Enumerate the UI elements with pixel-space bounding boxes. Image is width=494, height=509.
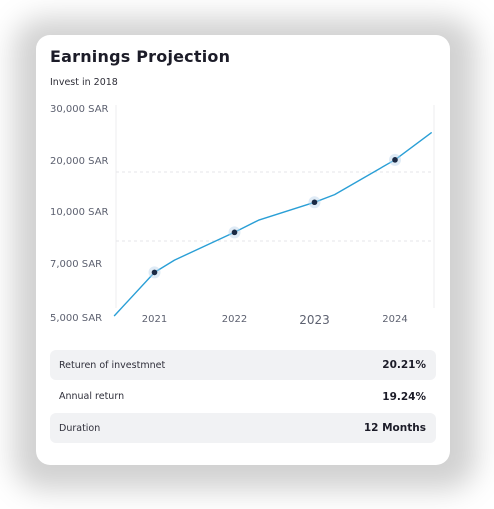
data-point (151, 269, 158, 276)
x-tick-label: 2024 (382, 314, 407, 325)
y-tick-label: 30,000 SAR (50, 104, 109, 115)
earnings-card: Earnings Projection Invest in 2018 5,000… (36, 35, 450, 465)
y-tick-label: 10,000 SAR (50, 207, 109, 218)
x-tick-label: 2022 (222, 314, 247, 325)
data-point (311, 199, 318, 206)
series-line-0 (113, 132, 432, 317)
duration-value: 12 Months (363, 422, 426, 434)
x-tick-label: 2023 (299, 313, 330, 327)
y-tick-label: 7,000 SAR (50, 259, 102, 270)
data-point (392, 157, 398, 163)
data-point (231, 229, 238, 236)
roi-value: 20.21% (382, 359, 426, 371)
y-tick-label: 20,000 SAR (50, 156, 109, 167)
summary-row-annual-return: Annual return 19.24% (50, 382, 436, 412)
roi-label: Returen of investmnet (59, 359, 166, 371)
summary-row-roi: Returen of investmnet 20.21% (50, 350, 436, 380)
card-title: Earnings Projection (50, 47, 231, 66)
y-tick-label: 5,000 SAR (50, 313, 102, 324)
duration-label: Duration (59, 422, 101, 434)
annual-return-value: 19.24% (382, 390, 426, 403)
card-subtitle: Invest in 2018 (50, 77, 118, 88)
x-tick-label: 2021 (142, 314, 167, 325)
summary-row-duration: Duration 12 Months (50, 413, 436, 443)
annual-return-label: Annual return (59, 391, 125, 402)
summary-table: Returen of investmnet 20.21% Annual retu… (50, 350, 436, 445)
earnings-chart: 5,000 SAR 7,000 SAR 10,000 SAR 20,000 SAR 30… (50, 104, 435, 327)
